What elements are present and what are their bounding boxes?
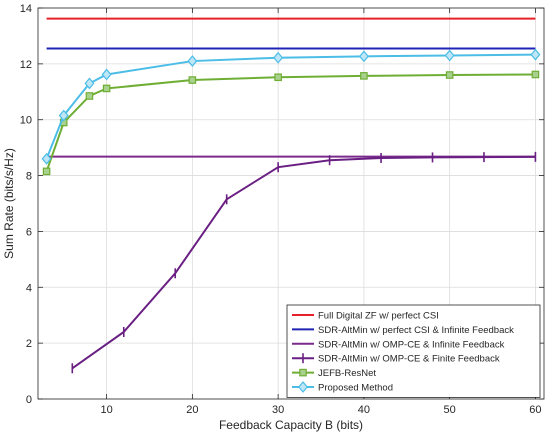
diamond-marker <box>298 381 308 393</box>
x-tick-label: 10 <box>100 404 112 416</box>
diamond-marker <box>358 50 369 63</box>
legend-label: SDR-AltMin w/ perfect CSI & Infinite Fee… <box>318 325 514 336</box>
legend-item: SDR-AltMin w/ OMP-CE & Infinite Feedback <box>292 339 505 350</box>
square-marker <box>531 70 540 79</box>
y-tick-label: 0 <box>26 394 32 406</box>
series-5 <box>42 70 540 176</box>
square-marker <box>85 92 94 100</box>
square-marker <box>299 368 307 377</box>
series-6 <box>41 48 541 165</box>
legend-item: SDR-AltMin w/ perfect CSI & Infinite Fee… <box>292 325 514 336</box>
x-tick-label: 20 <box>186 404 198 416</box>
diamond-marker <box>530 48 541 61</box>
legend-item: SDR-AltMin w/ OMP-CE & Finite Feedback <box>292 353 500 365</box>
legend-item: JEFB-ResNet <box>292 368 376 379</box>
diamond-marker <box>187 55 198 67</box>
x-tick-label: 60 <box>529 404 541 416</box>
square-marker <box>42 167 51 176</box>
square-marker <box>360 72 368 80</box>
diamond-marker <box>84 77 95 90</box>
y-tick-label: 2 <box>26 338 32 350</box>
diamond-marker <box>58 109 69 122</box>
square-marker <box>102 84 111 93</box>
x-tick-label: 50 <box>444 404 456 416</box>
diamond-marker <box>444 49 455 62</box>
legend-label: SDR-AltMin w/ OMP-CE & Infinite Feedback <box>318 339 505 350</box>
square-marker <box>274 73 282 82</box>
y-tick-label: 6 <box>26 226 32 238</box>
legend-label: SDR-AltMin w/ OMP-CE & Finite Feedback <box>318 354 500 365</box>
y-tick-label: 14 <box>20 3 32 15</box>
square-marker <box>445 71 454 79</box>
series-group <box>41 17 541 374</box>
diamond-marker <box>41 152 52 165</box>
y-tick-label: 4 <box>26 282 32 294</box>
legend-box <box>286 304 541 398</box>
square-marker <box>188 76 197 84</box>
x-tick-label: 40 <box>358 404 370 416</box>
legend-item: Full Digital ZF w/ perfect CSI <box>292 311 439 322</box>
legend-label: JEFB-ResNet <box>318 368 376 379</box>
legend-item: Proposed Method <box>292 381 393 394</box>
legend-label: Proposed Method <box>318 383 393 394</box>
series-4 <box>71 151 537 374</box>
y-axis-title: Sum Rate (bits/s/Hz) <box>2 148 16 259</box>
legend-label: Full Digital ZF w/ perfect CSI <box>318 311 439 322</box>
axis-ticks: 10 20 30 40 50 60 0 2 4 6 8 10 12 14 <box>20 3 544 416</box>
series-line <box>71 155 536 370</box>
legend: Full Digital ZF w/ perfect CSI SDR-AltMin… <box>286 304 541 398</box>
plot-frame <box>37 7 545 400</box>
y-tick-label: 10 <box>20 115 32 127</box>
x-axis-title: Feedback Capacity B (bits) <box>219 418 363 432</box>
y-tick-label: 8 <box>26 171 32 183</box>
x-tick-label: 30 <box>272 404 284 416</box>
diamond-marker <box>101 68 112 81</box>
y-tick-label: 12 <box>20 59 32 71</box>
diamond-marker <box>273 51 284 64</box>
